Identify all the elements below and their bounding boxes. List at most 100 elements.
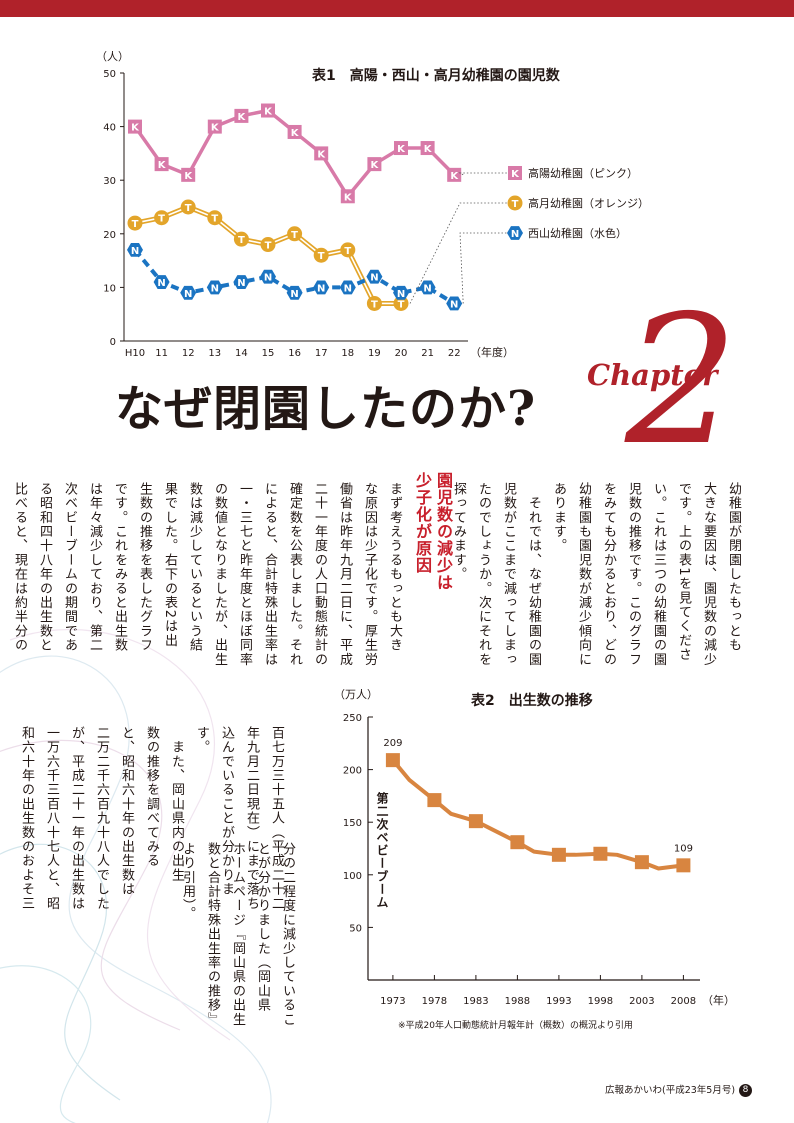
chart2-data-point bbox=[510, 835, 525, 850]
chart1-x-tick-label: H10 bbox=[125, 348, 145, 359]
chart1-data-point: K bbox=[420, 141, 435, 156]
chart1-data-point: T bbox=[340, 242, 356, 258]
marker-square bbox=[234, 108, 249, 123]
chart2-x-tick-label: 1978 bbox=[422, 996, 447, 1007]
chart1-data-point: T bbox=[180, 199, 196, 215]
chapter-number: 2 bbox=[625, 277, 739, 484]
kindergarten-enrollment-chart: 表1 高陽・西山・高月幼稚園の園児数 （人） （年度） 0 10 20 30 40 50 H… bbox=[96, 50, 649, 359]
chart1-y-tick-label: 30 bbox=[103, 176, 116, 187]
marker-letter: T bbox=[371, 299, 378, 310]
chart1-data-point: K bbox=[447, 167, 462, 182]
chart1-x-tick-label: 13 bbox=[208, 348, 221, 359]
chart1-x-tick-label: 18 bbox=[341, 348, 354, 359]
chart1-x-tick-label: 15 bbox=[262, 348, 275, 359]
marker-letter: N bbox=[131, 246, 139, 257]
chart1-data-point: K bbox=[207, 119, 222, 134]
marker-letter: T bbox=[344, 246, 351, 257]
marker-hexagon bbox=[507, 226, 523, 240]
marker-square bbox=[314, 146, 329, 161]
chart2-y-tick-label: 200 bbox=[343, 766, 362, 777]
chart1-data-point: T bbox=[260, 237, 276, 253]
marker-hexagon bbox=[286, 285, 303, 300]
marker-square bbox=[340, 189, 355, 204]
chart1-data-point: K bbox=[234, 108, 249, 123]
legend-marker: T bbox=[507, 195, 523, 211]
marker-letter: N bbox=[237, 278, 245, 289]
chart2-data-point bbox=[593, 846, 608, 861]
chart2-y-tick-label: 250 bbox=[343, 713, 362, 724]
chart2-data-point bbox=[385, 753, 400, 768]
chart2-title: 表2 出生数の推移 bbox=[470, 692, 593, 709]
marker-circle bbox=[287, 226, 303, 242]
birth-count-chart: 表2 出生数の推移 （万人） （年） ※平成20年人口動態統計月報年計（概数）の… bbox=[334, 688, 735, 1030]
chart1-data-point: K bbox=[261, 103, 275, 118]
chart1-y-tick-label: 20 bbox=[103, 230, 116, 241]
chart1-data-point: K bbox=[367, 157, 382, 172]
marker-letter: N bbox=[423, 283, 431, 294]
marker-letter: T bbox=[398, 299, 405, 310]
chart2-unit-label: （万人） bbox=[334, 688, 378, 701]
marker-square bbox=[207, 119, 222, 134]
marker-hexagon bbox=[366, 269, 383, 284]
legend-label: 西山幼稚園（水色） bbox=[528, 226, 627, 240]
marker-circle bbox=[207, 210, 223, 226]
chart1-data-point: T bbox=[313, 247, 329, 263]
chart2-x-tick-label: 1993 bbox=[546, 996, 571, 1007]
marker-square bbox=[420, 141, 435, 156]
marker-circle bbox=[313, 247, 329, 263]
chart2-data-point bbox=[551, 847, 566, 862]
chart1-y-tick-label: 10 bbox=[103, 283, 116, 294]
marker-circle bbox=[260, 237, 276, 253]
body-column-1: 幼稚園が閉園したもっとも 大きな要因は、園児数の減少 です。上の表1を見てくださ… bbox=[451, 482, 741, 667]
marker-letter: K bbox=[264, 107, 273, 118]
chart2-data-label-last: 109 bbox=[674, 843, 693, 854]
chart1-data-point: K bbox=[128, 119, 142, 134]
chart2-data-point bbox=[427, 793, 442, 808]
marker-letter: N bbox=[450, 299, 458, 310]
chart2-data-point bbox=[468, 814, 483, 829]
chart1-data-point: N bbox=[393, 285, 409, 300]
chart1-data-point: N bbox=[127, 242, 143, 257]
marker-letter: T bbox=[265, 241, 272, 252]
chart1-unit-label: （人） bbox=[96, 50, 129, 63]
chart1-x-tick-label: 11 bbox=[155, 348, 168, 359]
marker-circle bbox=[180, 199, 196, 215]
marker-letter: K bbox=[450, 171, 459, 182]
marker-letter: T bbox=[185, 203, 192, 214]
chart1-x-unit-label: （年度） bbox=[470, 345, 514, 359]
chart2-x-tick-label: 1998 bbox=[588, 996, 613, 1007]
marker-letter: K bbox=[131, 123, 140, 134]
chart1-data-point: T bbox=[233, 231, 249, 247]
chart1-data-point: K bbox=[154, 157, 169, 172]
marker-letter: N bbox=[370, 273, 378, 284]
headline: なぜ閉園したのか? bbox=[115, 381, 537, 437]
chart1-y-tick-label: 0 bbox=[110, 337, 116, 348]
chart1-x-tick-label: 12 bbox=[182, 348, 195, 359]
body-column-2: まず考えうるもっとも大き な原因は少子化です。厚生労 働省は昨年九月二日に、平成… bbox=[12, 482, 402, 667]
chart2-x-unit-label: （年） bbox=[702, 993, 735, 1007]
chart1-data-point: K bbox=[181, 167, 196, 182]
chart1-data-point: K bbox=[394, 141, 408, 156]
marker-hexagon bbox=[206, 280, 223, 295]
legend-leader-line bbox=[409, 202, 507, 304]
chart2-x-tick-label: 2003 bbox=[629, 996, 654, 1007]
marker-letter: N bbox=[344, 283, 352, 294]
chart1-data-point: T bbox=[393, 295, 409, 311]
footer-text: 広報あかいわ(平成23年5月号) bbox=[605, 1085, 736, 1096]
marker-hexagon bbox=[260, 269, 276, 284]
chart1-data-point: T bbox=[154, 210, 170, 226]
chart1-data-point: N bbox=[260, 269, 276, 284]
chart2-data-point bbox=[676, 858, 691, 873]
chart1-y-tick-label: 40 bbox=[103, 123, 116, 134]
marker-circle bbox=[393, 295, 409, 311]
chart1-data-point: N bbox=[366, 269, 383, 284]
chart2-y-tick-label: 50 bbox=[349, 923, 362, 934]
body-column-4: 分の二程度に減少しているこ とが分かりました（岡山県 ホームページ『岡山県の出生… bbox=[180, 842, 295, 1027]
marker-letter: N bbox=[184, 289, 192, 300]
chart1-data-point: N bbox=[233, 275, 250, 289]
marker-square bbox=[447, 167, 462, 182]
decorative-swirl bbox=[0, 629, 272, 1123]
chart2-x-tick-label: 1983 bbox=[463, 996, 488, 1007]
marker-hexagon bbox=[313, 280, 330, 295]
legend-marker: N bbox=[507, 226, 523, 240]
